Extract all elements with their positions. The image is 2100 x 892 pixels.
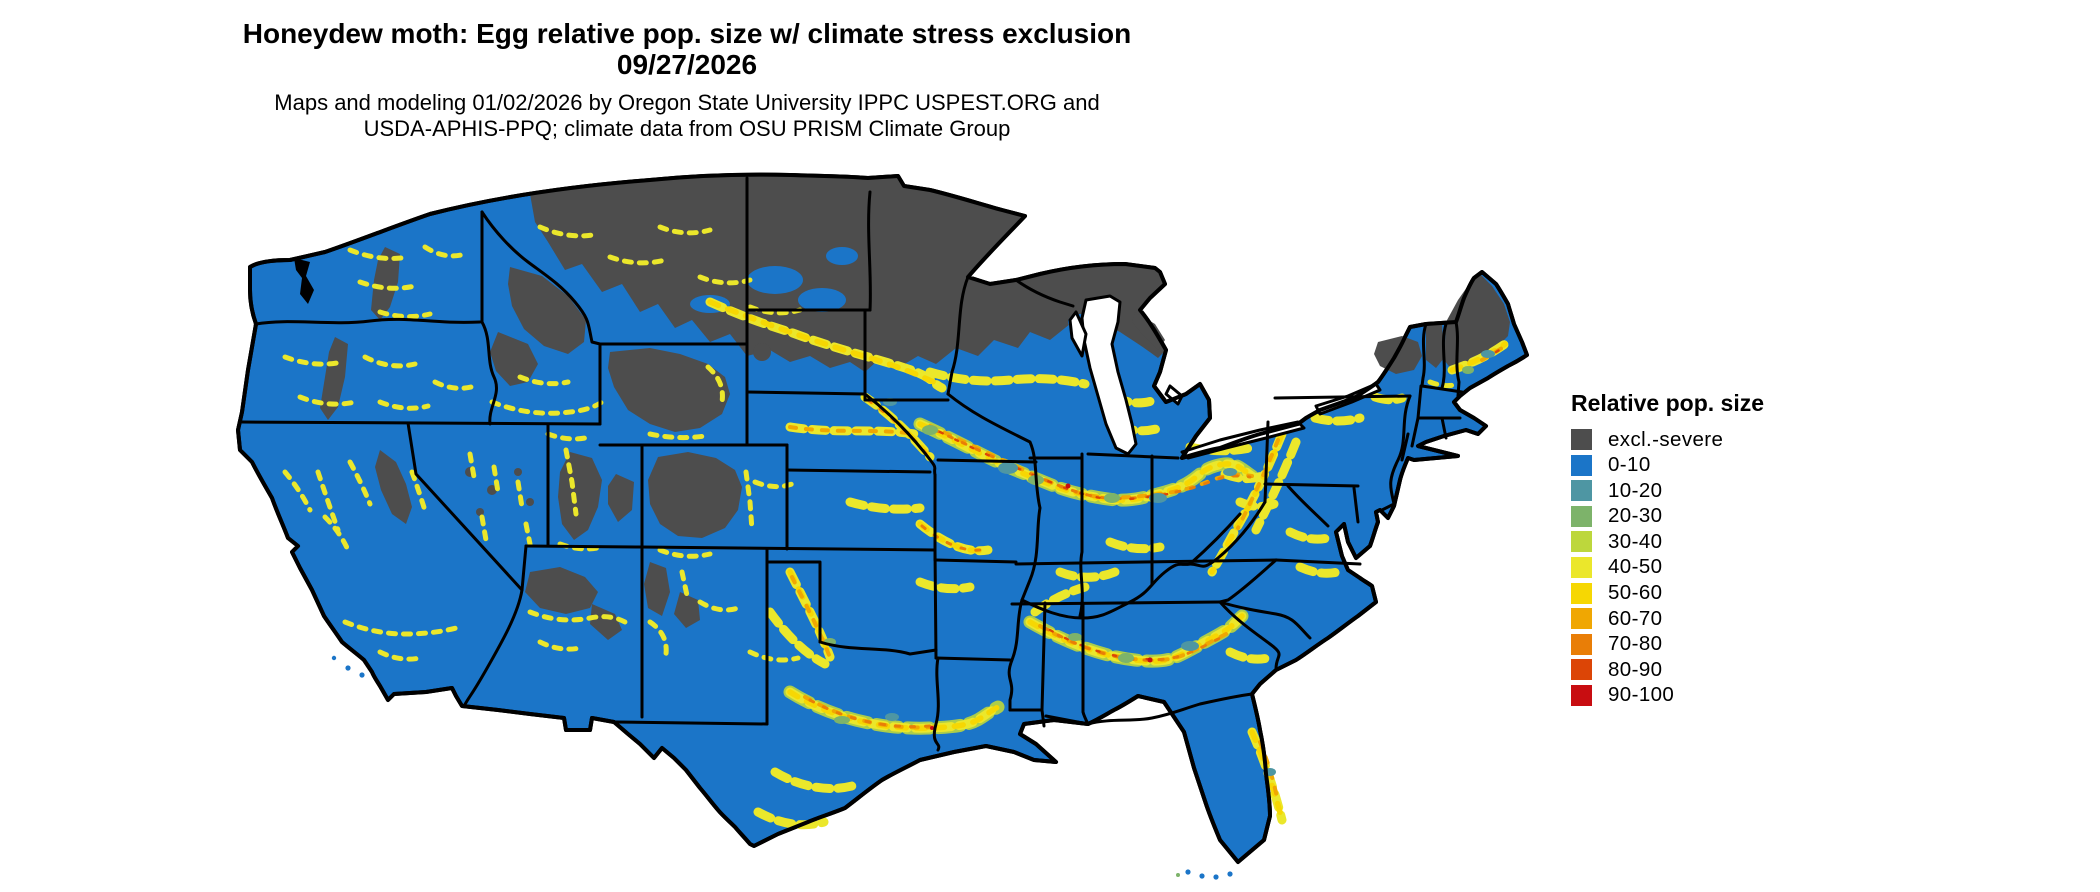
legend-swatch-0-10 [1571,454,1592,476]
legend-row: 30-40 [1571,529,1871,553]
legend-row: 60-70 [1571,606,1871,630]
legend-swatch-40-50 [1571,556,1592,578]
map-title: Honeydew moth: Egg relative pop. size w/… [242,18,1132,49]
legend-swatch-20-30 [1571,505,1592,527]
map-subtitle: Maps and modeling 01/02/2026 by Oregon S… [0,90,1374,142]
legend-swatch-excl-severe [1571,429,1592,450]
legend-swatch-60-70 [1571,608,1592,630]
legend-swatch-50-60 [1571,582,1592,604]
legend-swatch-30-40 [1571,531,1592,553]
legend-label: 30-40 [1608,529,1663,553]
us-risk-map [230,172,1530,888]
legend-row: 70-80 [1571,632,1871,656]
legend-row: 80-90 [1571,657,1871,681]
legend-row: excl.-severe [1571,427,1871,451]
legend-row: 40-50 [1571,555,1871,579]
legend-row: 20-30 [1571,504,1871,528]
green-bay [1068,310,1088,358]
legend-label: 20-30 [1608,504,1663,528]
legend-title: Relative pop. size [1571,390,1765,416]
map-date: 09/27/2026 [616,49,758,80]
legend-swatch-10-20 [1571,480,1592,502]
legend-swatch-80-90 [1571,659,1592,681]
mid-category-patches [824,350,1495,776]
map-subtitle-line1: Maps and modeling 01/02/2026 by Oregon S… [274,90,1100,115]
legend: Relative pop. size excl.-severe 0-10 10-… [1571,390,1871,711]
map-subtitle-line2: USDA-APHIS-PPQ; climate data from OSU PR… [363,116,1011,141]
lake-michigan [1080,294,1138,456]
excluded-severe-regions [320,174,1510,640]
state-borders [240,176,1464,752]
legend-label: 90-100 [1608,683,1675,707]
page-title: Honeydew moth: Egg relative pop. size w/… [0,18,1374,80]
band-red-orange [938,344,1508,661]
legend-label: 60-70 [1608,606,1663,630]
saginaw-bay [1164,384,1184,406]
legend-row: 0-10 [1571,453,1871,477]
us-outline-stroke [236,172,1529,864]
legend-row: 10-20 [1571,478,1871,502]
legend-label: 70-80 [1608,632,1663,656]
puget-sound [294,258,314,304]
legend-label: 50-60 [1608,581,1663,605]
legend-row: 50-60 [1571,581,1871,605]
us-map-svg [236,172,1529,880]
legend-label: 80-90 [1608,657,1663,681]
legend-row: 90-100 [1571,683,1871,707]
legend-label: 10-20 [1608,478,1663,502]
legend-swatch-90-100 [1571,684,1592,706]
legend-label: 40-50 [1608,555,1663,579]
legend-label: excl.-severe [1608,427,1724,451]
islands-and-keys [331,655,1233,880]
legend-swatch-70-80 [1571,633,1592,655]
legend-label: 0-10 [1608,453,1651,477]
